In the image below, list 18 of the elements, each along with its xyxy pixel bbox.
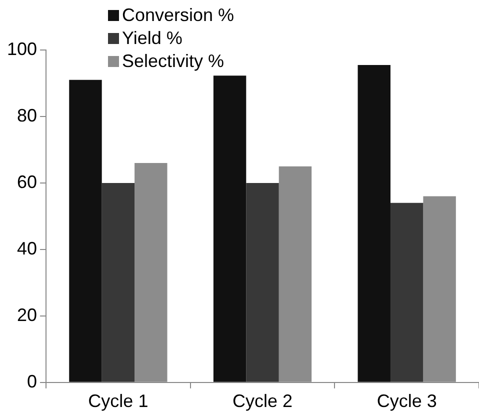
x-tick-label: Cycle 2: [232, 391, 293, 412]
legend-label: Conversion %: [122, 4, 234, 27]
legend-label: Selectivity %: [122, 50, 224, 73]
bar: [69, 80, 102, 382]
bar: [358, 64, 390, 382]
y-tick-label: 60: [17, 172, 38, 192]
x-tick-label: Cycle 1: [88, 391, 148, 412]
y-tick-label: 0: [27, 371, 38, 392]
bar: [213, 76, 246, 382]
y-tick-label: 40: [17, 238, 38, 258]
y-tick-label: 80: [17, 105, 38, 126]
bar: [390, 202, 424, 382]
legend-label: Yield %: [122, 27, 182, 50]
bar: [246, 182, 279, 382]
bar: [102, 182, 135, 382]
y-tick-label: 20: [17, 304, 38, 325]
y-tick-label: 100: [6, 38, 38, 59]
x-tick-label: Cycle 3: [376, 391, 437, 412]
